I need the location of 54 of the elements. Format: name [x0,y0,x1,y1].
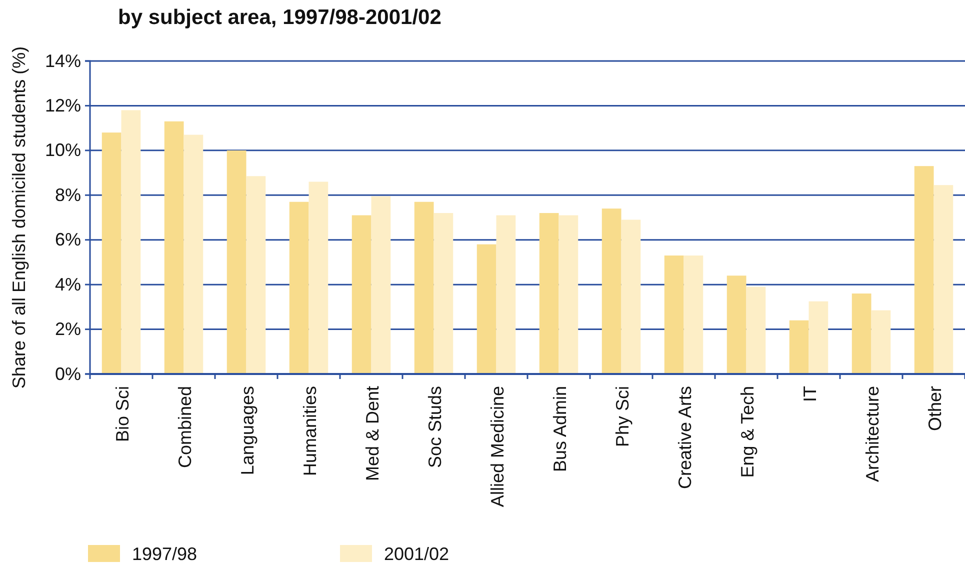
bar [308,182,328,374]
legend-label: 1997/98 [132,544,198,563]
bar [289,202,309,374]
chart-title: by subject area, 1997/98-2001/02 [118,6,442,29]
legend-label: 2001/02 [384,544,450,563]
bar [808,301,828,374]
x-tick-label: Architecture [862,386,882,482]
x-tick-label: Eng & Tech [737,386,758,478]
bar [746,286,766,374]
bar [558,215,578,374]
bar [246,176,266,374]
bar [496,215,516,374]
bar [664,256,684,374]
x-tick-label: Bio Sci [112,386,132,442]
x-tick-label: Med & Dent [362,386,382,482]
bar [602,208,622,374]
bar [121,110,141,374]
bar [371,196,391,374]
bar [684,256,704,374]
x-tick-label: Other [924,386,945,432]
y-tick-label: 6% [54,230,81,250]
bar [102,132,122,374]
bar [934,185,954,374]
bar [914,166,934,374]
bar [184,134,204,374]
x-tick-label: Combined [174,386,195,468]
y-tick-label: 2% [54,319,81,340]
y-tick-label: 8% [54,184,81,205]
x-tick-label: Creative Arts [674,386,695,490]
bar [789,320,809,374]
x-tick-label: Soc Studs [424,386,445,468]
bar [871,310,891,374]
y-axis-title: Share of all English domiciled students (%) [9,46,29,389]
x-tick-label: Languages [237,386,258,476]
x-tick-label: Phy Sci [612,386,632,448]
y-tick-label: 4% [54,274,81,294]
x-tick-label: Bus Admin [550,386,570,472]
bar [852,294,872,374]
x-tick-label: Allied Medicine [487,386,508,508]
y-tick-label: 10% [44,140,81,160]
bar [226,150,246,374]
bar [539,213,559,374]
y-tick-label: 0% [54,364,81,384]
x-tick-label: Humanities [300,386,320,476]
bar [164,121,184,374]
y-tick-label: 12% [44,95,81,116]
bar [621,220,641,374]
bar [434,213,454,374]
y-tick-label: 14% [44,50,81,71]
bar [414,202,434,374]
bar [726,276,746,374]
bar [476,244,496,374]
x-tick-label: IT [800,386,820,402]
bar [352,215,372,374]
